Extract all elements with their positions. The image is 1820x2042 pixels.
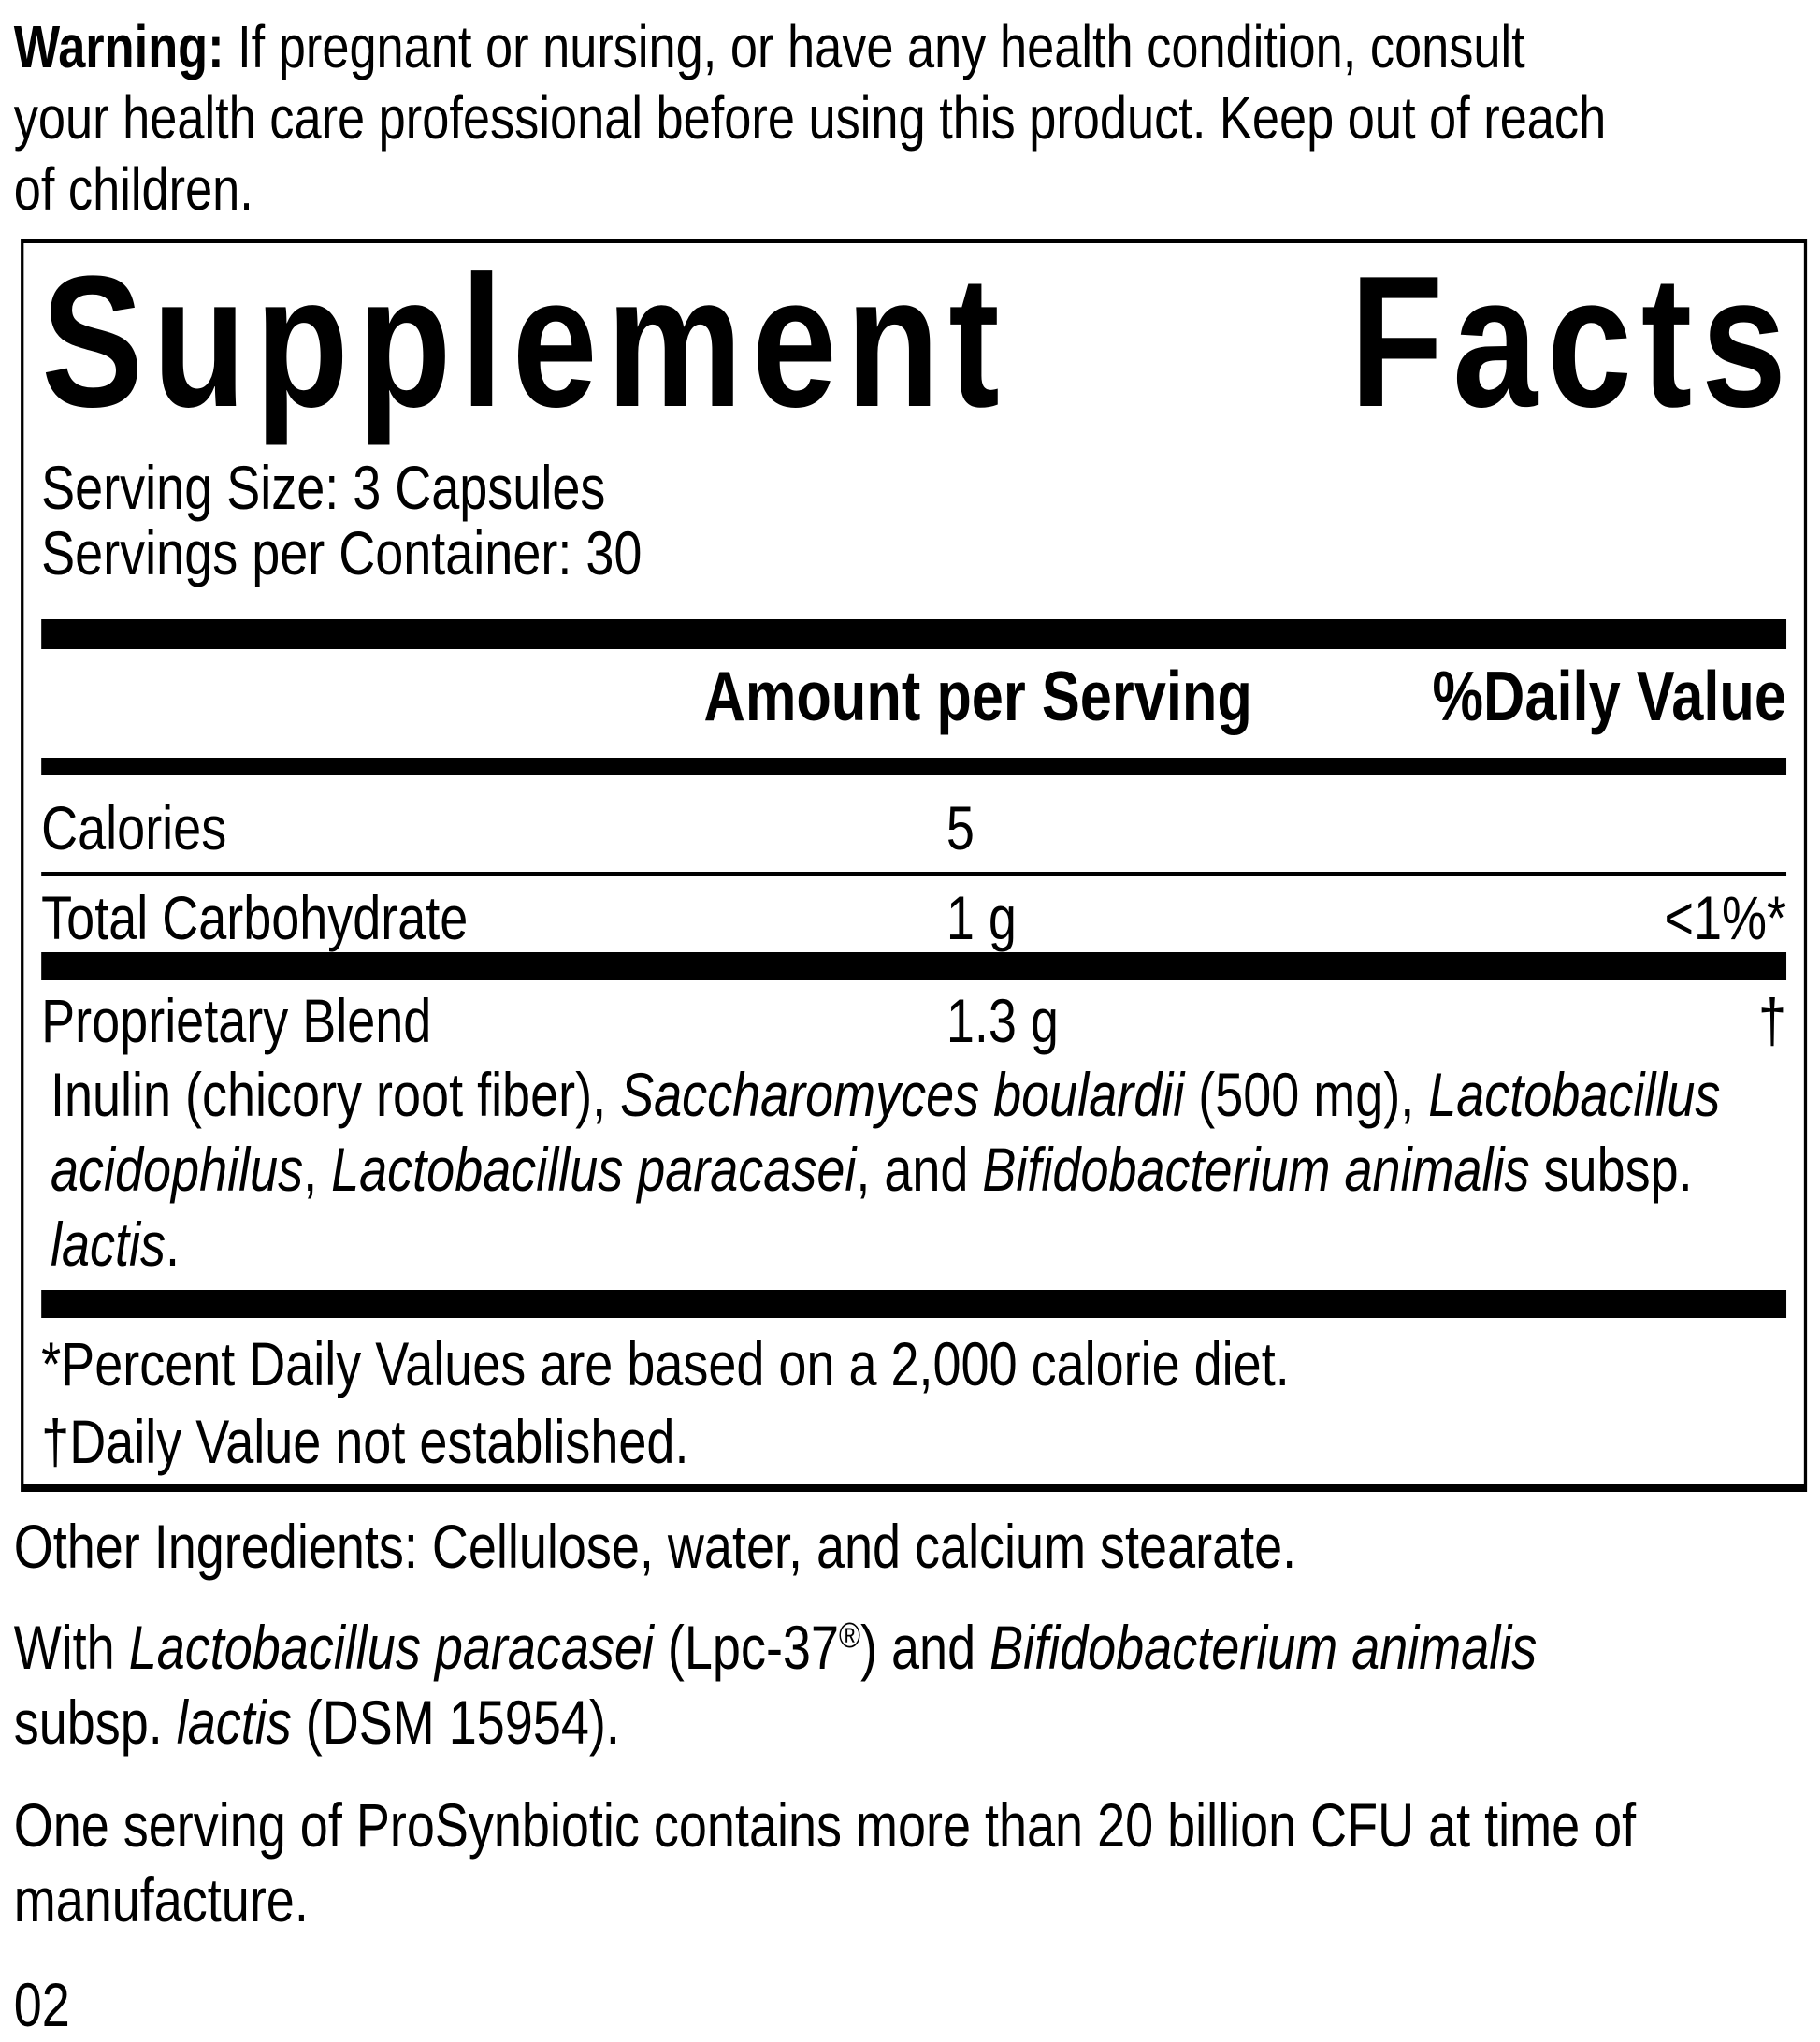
table-header-row: Amount per Serving %Daily Value <box>41 659 1786 733</box>
nutrient-amount: 1.3 g <box>946 986 1059 1055</box>
page-code: 02 <box>13 1970 70 2039</box>
section-bar-mid <box>41 952 1787 980</box>
servings-per-container-line: Servings per Container: 30 <box>41 518 643 587</box>
table-row: Total Carbohydrate 1 g <1%* <box>41 885 1786 950</box>
serving-info: Serving Size: 3 Capsules Servings per Co… <box>41 455 1786 586</box>
other-ingredients-paragraph: Other Ingredients: Cellulose, water, and… <box>13 1512 1297 1581</box>
strain-note-paragraph: With Lactobacillus paracasei (Lpc-37®) a… <box>13 1613 1538 1757</box>
nutrient-name: Calories <box>41 793 227 862</box>
panel-title-word-right: Facts <box>1350 238 1796 446</box>
amount-per-serving-header: Amount per Serving <box>703 657 1252 735</box>
nutrient-name: Total Carbohydrate <box>41 883 469 952</box>
supplement-facts-panel: Supplement Facts Serving Size: 3 Capsule… <box>21 239 1808 1492</box>
cfu-note-paragraph: One serving of ProSynbiotic contains mor… <box>13 1790 1637 1934</box>
nutrient-name: Proprietary Blend <box>41 986 432 1055</box>
nutrient-amount: 1 g <box>946 883 1017 952</box>
warning-paragraph: Warning: If pregnant or nursing, or have… <box>13 13 1607 223</box>
nutrient-amount: 5 <box>946 793 975 862</box>
nutrient-daily-value: † <box>1757 986 1787 1055</box>
percent-dv-footnote: *Percent Daily Values are based on a 2,0… <box>41 1329 1290 1398</box>
section-bar-under-header <box>41 758 1787 775</box>
proprietary-blend-description: Inulin (chicory root fiber), Saccharomyc… <box>50 1060 1721 1279</box>
panel-title-word-left: Supplement <box>41 238 1009 446</box>
dv-not-established-footnote: †Daily Value not established. <box>41 1407 689 1476</box>
table-row: Proprietary Blend 1.3 g † <box>41 988 1786 1053</box>
nutrient-daily-value: <1%* <box>1664 883 1787 952</box>
table-row: Calories 5 <box>41 795 1786 861</box>
panel-title: Supplement Facts <box>41 249 1786 436</box>
serving-size-line: Serving Size: 3 Capsules <box>41 453 606 522</box>
section-bar-bottom <box>41 1290 1787 1318</box>
daily-value-header: %Daily Value <box>1432 657 1787 735</box>
row-divider-rule <box>41 872 1787 876</box>
section-bar-top <box>41 619 1787 649</box>
